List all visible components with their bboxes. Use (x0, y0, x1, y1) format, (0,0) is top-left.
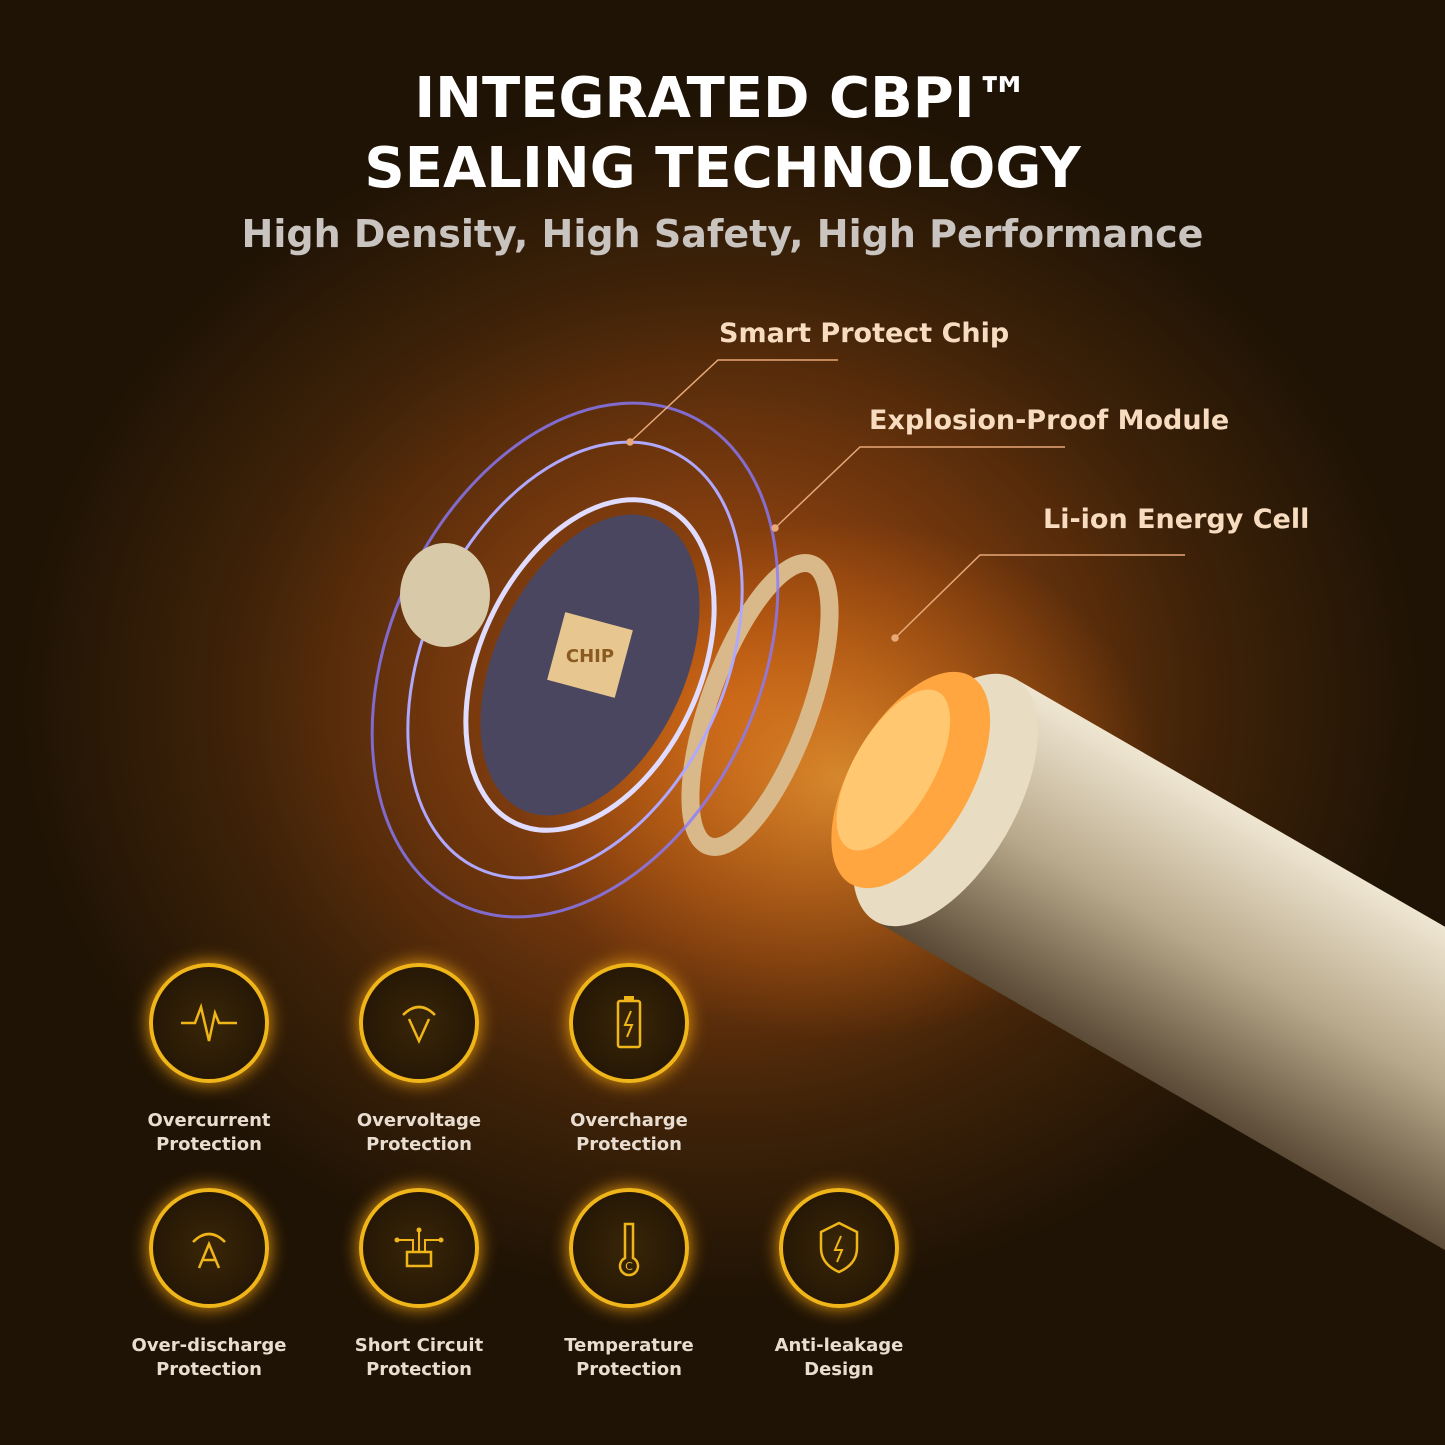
svg-text:C: C (625, 1260, 633, 1273)
feature-temperature: C Temperature Protection (529, 1188, 729, 1382)
pulse-icon (181, 1002, 237, 1042)
terminal-cap (400, 543, 490, 647)
callout-explosion-proof-module: Explosion-Proof Module (869, 405, 1230, 436)
feature-overvoltage: Overvoltage Protection (319, 963, 519, 1157)
battery-bolt-icon (616, 996, 642, 1049)
feature-short-circuit: Short Circuit Protection (319, 1188, 519, 1382)
subtitle: High Density, High Safety, High Performa… (241, 212, 1204, 256)
callout-smart-protect-chip: Smart Protect Chip (719, 318, 1010, 349)
shield-bolt-icon (819, 1221, 859, 1274)
battery-cell (831, 671, 1445, 1272)
title-line-2: SEALING TECHNOLOGY (364, 136, 1081, 201)
title-line-1: INTEGRATED CBPI™ (414, 66, 1031, 131)
feature-overcharge: Overcharge Protection (529, 963, 729, 1157)
feature-overcurrent: Overcurrent Protection (109, 963, 309, 1157)
chip (547, 612, 633, 698)
circuit-icon (394, 1227, 444, 1268)
feature-anti-leakage: Anti-leakage Design (739, 1188, 939, 1382)
callout-li-ion-energy-cell: Li-ion Energy Cell (1043, 504, 1310, 535)
thermometer-icon: C (618, 1222, 640, 1277)
voltage-icon (402, 1005, 436, 1045)
chip-label: CHIP (566, 646, 614, 667)
page-title: INTEGRATED CBPI™ SEALING TECHNOLOGY (0, 64, 1445, 204)
feature-over-discharge: Over-discharge Protection (109, 1188, 309, 1382)
leader-lines (626, 359, 1185, 642)
explosion-proof-ring (681, 554, 839, 856)
ampere-icon (192, 1232, 226, 1269)
